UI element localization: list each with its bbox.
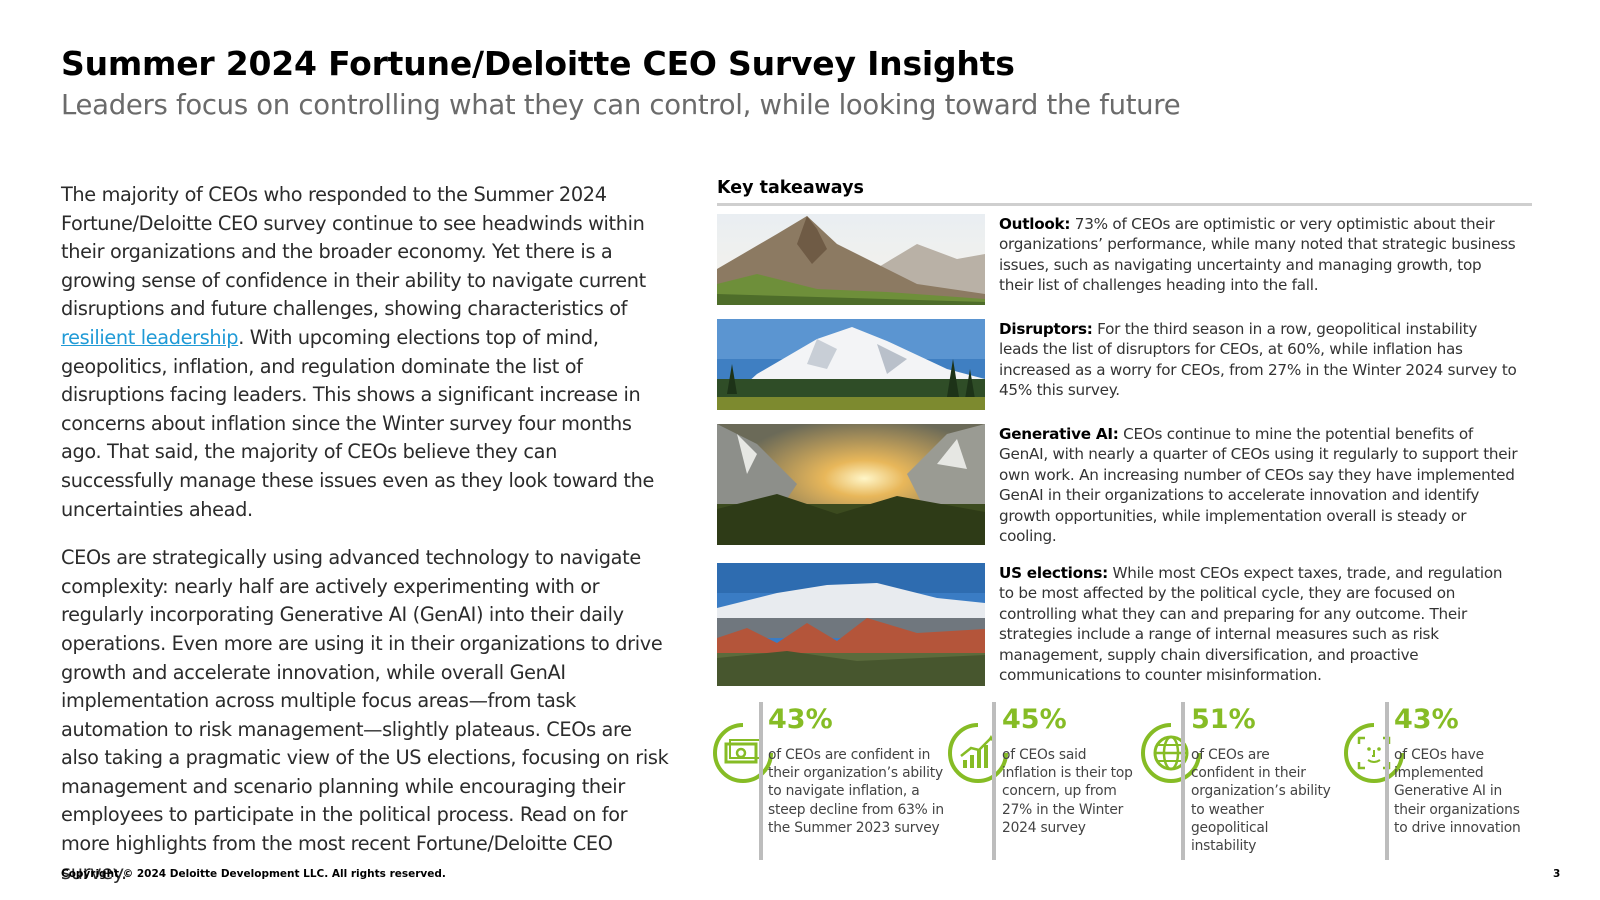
resilient-leadership-link[interactable]: resilient leadership	[61, 325, 239, 349]
stat-value: 43%	[768, 704, 833, 735]
takeaway-disruptors-label: Disruptors:	[999, 320, 1093, 338]
intro-p1-start: The majority of CEOs who responded to th…	[61, 183, 646, 321]
takeaway-generative-ai: Generative AI: CEOs continue to mine the…	[717, 424, 1532, 546]
stat-value: 45%	[1002, 704, 1067, 735]
stat-description: of CEOs are confident in their organizat…	[1191, 747, 1331, 855]
stat-divider	[992, 702, 996, 860]
money-icon	[713, 723, 773, 783]
takeaway-disruptors-body: For the third season in a row, geopoliti…	[999, 320, 1517, 400]
page-number: 3	[1553, 868, 1561, 880]
globe-icon	[1141, 723, 1201, 783]
takeaway-generative-ai-body: CEOs continue to mine the potential bene…	[999, 425, 1518, 546]
stat-value: 43%	[1394, 704, 1459, 735]
sunrise-mountain-image	[717, 424, 985, 545]
red-rocks-image	[717, 563, 985, 686]
takeaway-us-elections-text: US elections: While most CEOs expect tax…	[999, 563, 1519, 685]
snowy-mountain-image	[717, 319, 985, 410]
takeaway-disruptors-text: Disruptors: For the third season in a ro…	[999, 319, 1519, 401]
stat-value: 51%	[1191, 704, 1256, 735]
growth-chart-icon	[948, 723, 1008, 783]
takeaway-outlook-label: Outlook:	[999, 215, 1071, 233]
intro-paragraph-2: CEOs are strategically using advanced te…	[61, 546, 669, 884]
stat-description: of CEOs have implemented Generative AI i…	[1394, 747, 1521, 836]
takeaway-generative-ai-label: Generative AI:	[999, 425, 1119, 443]
takeaway-generative-ai-text: Generative AI: CEOs continue to mine the…	[999, 424, 1519, 546]
key-takeaways-header: Key takeaways	[717, 178, 1532, 206]
stat-divider	[1181, 702, 1185, 860]
takeaway-outlook: Outlook: 73% of CEOs are optimistic or v…	[717, 214, 1532, 306]
page-subtitle: Leaders focus on controlling what they c…	[61, 89, 1181, 121]
face-scan-icon	[1344, 723, 1404, 783]
takeaway-disruptors: Disruptors: For the third season in a ro…	[717, 319, 1532, 411]
stat-description: of CEOs said inflation is their top conc…	[1002, 747, 1133, 836]
stat-divider	[1385, 702, 1389, 860]
takeaway-us-elections-body: While most CEOs expect taxes, trade, and…	[999, 564, 1503, 685]
intro-p1-end: . With upcoming elections top of mind, g…	[61, 325, 655, 521]
takeaway-outlook-text: Outlook: 73% of CEOs are optimistic or v…	[999, 214, 1519, 296]
takeaway-us-elections: US elections: While most CEOs expect tax…	[717, 563, 1532, 687]
takeaway-us-elections-label: US elections:	[999, 564, 1108, 582]
key-takeaways-divider	[717, 203, 1532, 206]
stat-description: of CEOs are confident in their organizat…	[768, 747, 944, 836]
stat-divider	[759, 702, 763, 860]
key-takeaways-title: Key takeaways	[717, 178, 864, 198]
copyright-footer: Copyright © 2024 Deloitte Development LL…	[61, 868, 446, 880]
page-title: Summer 2024 Fortune/Deloitte CEO Survey …	[61, 44, 1015, 83]
intro-paragraph-1: The majority of CEOs who responded to th…	[61, 181, 671, 524]
mountain-valley-image	[717, 214, 985, 305]
takeaway-outlook-body: 73% of CEOs are optimistic or very optim…	[999, 215, 1516, 295]
intro-text: The majority of CEOs who responded to th…	[61, 181, 671, 900]
